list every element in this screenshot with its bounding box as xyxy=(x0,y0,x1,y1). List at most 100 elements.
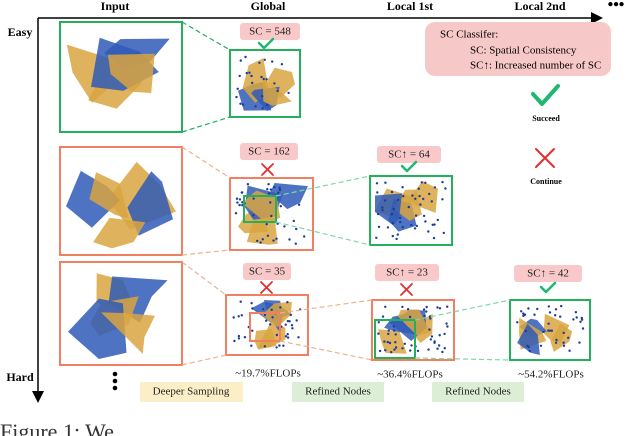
node xyxy=(254,105,257,108)
node xyxy=(391,222,394,225)
node xyxy=(251,329,254,332)
node xyxy=(291,327,294,330)
node xyxy=(428,328,431,331)
node xyxy=(423,314,426,318)
point-patch xyxy=(267,67,295,99)
node xyxy=(574,311,578,314)
node xyxy=(390,190,394,194)
node xyxy=(572,318,575,321)
node xyxy=(386,340,389,344)
node xyxy=(433,340,436,343)
point-patch xyxy=(101,312,155,354)
node xyxy=(420,181,423,184)
node xyxy=(263,313,267,317)
node xyxy=(234,212,238,215)
node xyxy=(244,55,247,59)
node xyxy=(394,346,398,349)
node xyxy=(432,236,436,240)
node xyxy=(413,227,417,230)
node xyxy=(438,307,442,310)
node xyxy=(262,308,265,311)
node xyxy=(287,91,290,95)
node xyxy=(239,59,242,62)
node xyxy=(578,341,581,344)
node xyxy=(422,214,426,218)
node xyxy=(284,335,288,338)
point-patch xyxy=(375,193,403,226)
legend-line: SC: Spatial Consistency xyxy=(470,45,577,57)
node xyxy=(260,75,263,79)
node xyxy=(381,206,384,209)
frame xyxy=(229,49,301,118)
legend-box xyxy=(425,22,611,76)
node xyxy=(261,238,264,241)
connector xyxy=(279,340,373,361)
node xyxy=(270,214,273,218)
frame xyxy=(225,294,309,356)
node xyxy=(384,349,387,352)
node xyxy=(271,316,274,319)
node xyxy=(393,348,396,351)
node xyxy=(390,213,394,216)
stage-box xyxy=(292,382,384,402)
node xyxy=(237,315,240,318)
connector xyxy=(181,116,231,133)
node xyxy=(425,310,428,313)
node xyxy=(414,197,417,200)
node xyxy=(446,305,449,308)
node xyxy=(295,227,298,231)
node xyxy=(547,305,550,308)
node xyxy=(555,338,558,342)
sc-badge xyxy=(240,23,300,40)
node xyxy=(387,329,390,332)
column-header: Local 2nd xyxy=(514,0,565,13)
node xyxy=(527,307,530,310)
connector xyxy=(181,249,231,256)
node xyxy=(422,308,426,311)
node xyxy=(251,81,254,85)
check-icon xyxy=(257,37,275,50)
node xyxy=(392,325,395,328)
sc-badge xyxy=(375,264,439,281)
node xyxy=(387,332,390,336)
check-icon xyxy=(531,84,560,106)
point-patch xyxy=(408,181,438,213)
sc-label: SC = 35 xyxy=(249,266,286,278)
node xyxy=(403,342,406,345)
frames xyxy=(59,21,591,366)
node xyxy=(295,319,298,322)
node xyxy=(407,205,410,209)
connector xyxy=(275,221,371,246)
node xyxy=(436,218,439,222)
node xyxy=(239,300,242,303)
node xyxy=(422,197,425,201)
node xyxy=(266,103,269,107)
sc-labels: SC = 548 SC = 162 SC↑ = 64 SC = 35 SC↑ =… xyxy=(240,23,582,282)
stage-label: Deeper Sampling xyxy=(153,386,230,398)
node xyxy=(232,316,235,319)
marks xyxy=(257,37,560,296)
sc-label: SC↑ = 23 xyxy=(386,267,428,279)
node xyxy=(444,187,447,190)
node xyxy=(414,214,418,217)
node xyxy=(240,314,243,317)
node xyxy=(282,344,285,347)
node xyxy=(277,191,280,194)
node xyxy=(547,322,550,325)
node xyxy=(427,230,430,233)
frame xyxy=(59,146,183,256)
node xyxy=(523,313,527,316)
node xyxy=(568,349,571,352)
node xyxy=(275,333,279,337)
dot xyxy=(112,385,118,391)
node xyxy=(279,205,282,208)
node xyxy=(279,306,282,309)
connector xyxy=(414,299,511,321)
node xyxy=(388,341,392,345)
node xyxy=(436,306,439,309)
node xyxy=(278,344,281,347)
status-label: Continue xyxy=(530,177,562,186)
check-icon xyxy=(400,160,418,173)
point-patch xyxy=(107,53,155,93)
node xyxy=(375,182,379,185)
